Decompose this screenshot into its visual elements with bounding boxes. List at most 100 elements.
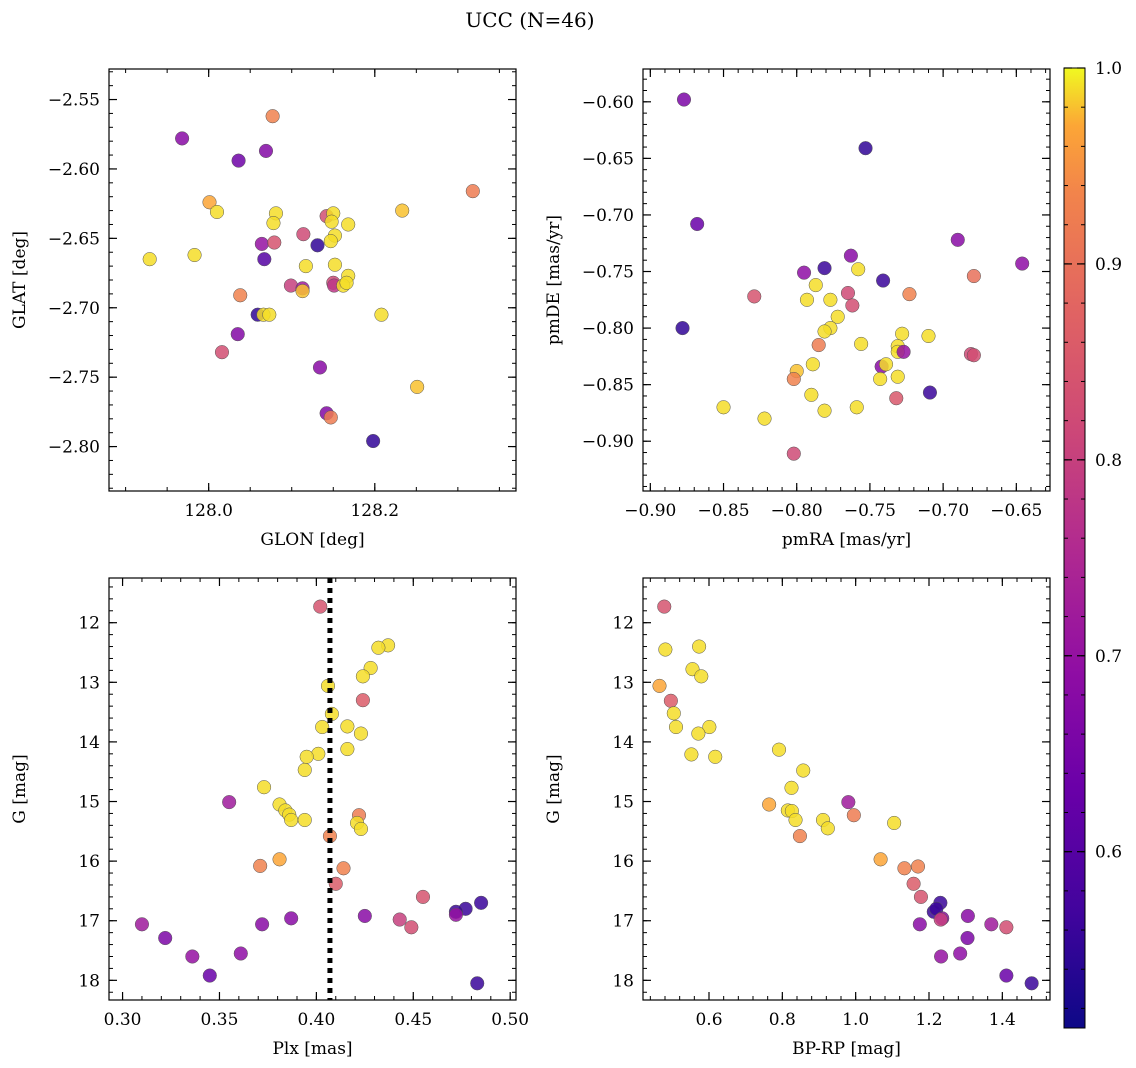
scatter-point (470, 976, 485, 991)
scatter-point (257, 252, 272, 267)
scatter-point (296, 227, 311, 242)
colorbar-tick-label: 0.9 (1095, 255, 1122, 275)
scatter-point (266, 216, 281, 231)
scatter-point (258, 143, 274, 158)
scatter-point (474, 895, 489, 910)
scatter-point (657, 599, 672, 614)
colorbar-gradient (1063, 67, 1086, 1029)
scatter-point (950, 232, 965, 247)
y-tick-label: 14 (612, 733, 634, 753)
y-tick-label: 12 (612, 614, 634, 634)
scatter-point (873, 371, 888, 387)
scatter-point (896, 344, 911, 359)
scatter-point (820, 821, 835, 836)
scatter-point (1024, 976, 1039, 991)
scatter-point (999, 968, 1014, 983)
x-tick-label: 0.40 (297, 1010, 335, 1030)
x-tick-label: 0.6 (695, 1010, 722, 1030)
scatter-point (262, 307, 277, 322)
scatter-point (887, 815, 902, 831)
y-tick-label: 16 (612, 852, 634, 872)
scatter-point (323, 410, 338, 425)
scatter-point (324, 214, 339, 229)
y-tick-label: −0.90 (582, 432, 634, 452)
scatter-point (284, 911, 299, 926)
scatter-point (357, 908, 372, 924)
x-tick-label: −0.85 (697, 501, 749, 521)
y-tick-label: −2.70 (48, 299, 100, 319)
scatter-point (392, 912, 407, 927)
scatter-point (341, 217, 356, 232)
x-tick-label: 1.4 (989, 1010, 1016, 1030)
scatter-point (297, 762, 312, 777)
scatter-point (313, 599, 328, 614)
colorbar-tick-label: 0.8 (1095, 451, 1122, 471)
scatter-point (840, 285, 856, 301)
scatter-point (841, 795, 856, 810)
x-axis-label: Plx [mas] (272, 1039, 352, 1059)
scatter-point (960, 908, 975, 924)
scatter-point (222, 795, 237, 810)
y-tick-label: 13 (612, 673, 634, 693)
figure-title: UCC (N=46) (465, 8, 594, 32)
scatter-point (336, 861, 351, 876)
scatter-point (230, 327, 245, 342)
scatter-point (142, 252, 157, 267)
scatter-point (175, 131, 190, 146)
colorbar-tick-label: 0.6 (1095, 843, 1122, 863)
scatter-point (934, 949, 949, 964)
colorbar-tick-label: 0.7 (1095, 647, 1122, 667)
panel-glon-glat: 128.0 128.2 −2.55 −2.60 −2.65 −2.70 −2.75 −2.80… (10, 68, 517, 550)
scatter-point (846, 808, 861, 823)
scatter-point (231, 153, 246, 168)
scatter-point (663, 693, 678, 708)
scatter-point (233, 946, 248, 961)
scatter-point (708, 749, 723, 764)
x-tick-label: −0.80 (771, 501, 823, 521)
scatter-point (702, 719, 717, 735)
scatter-point (792, 829, 807, 844)
x-tick-label: 0.30 (104, 1010, 142, 1030)
scatter-point (799, 292, 815, 307)
scatter-point (692, 639, 707, 654)
scatter-point (830, 309, 845, 324)
scatter-point (666, 706, 681, 721)
scatter-point (134, 917, 149, 932)
scatter-point (854, 336, 869, 351)
scatter-points (142, 109, 480, 449)
scatter-point (253, 858, 268, 873)
scatter-point (353, 821, 369, 836)
scatter-point (786, 371, 801, 387)
scatter-point (327, 257, 342, 272)
scatter-point (873, 852, 888, 867)
x-axis-label: pmRA [mas/yr] (782, 530, 911, 550)
y-axis-label: pmDE [mas/yr] (544, 215, 564, 345)
y-tick-label: −2.65 (48, 229, 100, 249)
scatter-point (1015, 256, 1030, 271)
scatter-point (233, 288, 248, 303)
scatter-point (771, 742, 787, 757)
y-axis-label: G [mag] (544, 754, 564, 823)
y-tick-label: −0.70 (582, 206, 634, 226)
scatter-point (902, 287, 917, 302)
scatter-point (999, 920, 1014, 935)
scatter-point (448, 907, 463, 922)
y-tick-label: −2.55 (48, 91, 100, 111)
plot-frame (108, 68, 517, 492)
scatter-point (209, 204, 225, 220)
scatter-point (691, 726, 706, 741)
panel-plx-g: 0.30 0.35 0.40 0.45 0.50 12 13 14 15 16 17 18 Plx [m… (10, 577, 529, 1059)
scatter-point (858, 141, 873, 156)
scatter-point (906, 876, 921, 891)
y-tick-label: −2.75 (48, 368, 100, 388)
scatter-point (684, 747, 699, 762)
x-tick-label: −0.65 (990, 501, 1042, 521)
scatter-point (690, 216, 705, 232)
scatter-point (658, 642, 673, 657)
scatter-point (953, 946, 968, 961)
y-axis-label: GLAT [deg] (10, 231, 30, 329)
y-tick-label: −0.65 (582, 149, 634, 169)
scatter-point (817, 261, 832, 276)
panel-pmra-pmde: −0.90 −0.85 −0.80 −0.75 −0.70 −0.65 −0.60 −0.65… (544, 68, 1051, 550)
